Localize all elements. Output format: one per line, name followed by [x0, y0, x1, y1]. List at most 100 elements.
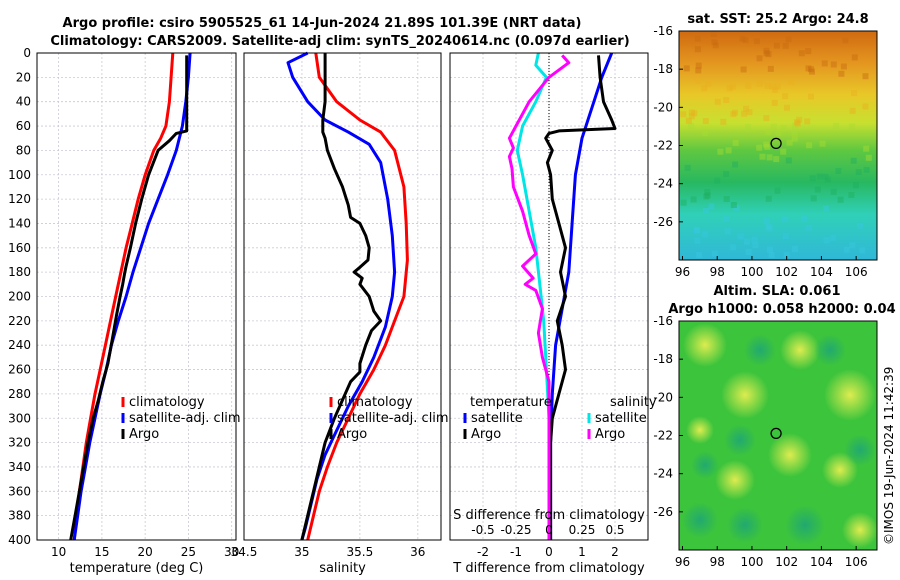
legend-entry: climatology [129, 395, 205, 410]
y-tick-label: 60 [16, 119, 31, 133]
x2-axis-label: S difference from climatology [453, 508, 645, 523]
sla-high-patch [842, 512, 878, 548]
sst-map-background [679, 31, 877, 260]
sst-cell [708, 203, 715, 210]
sla-map-title-line2: Argo h1000: 0.058 h2000: 0.04 [668, 302, 895, 317]
y-tick-label: 300 [8, 411, 31, 425]
sst-cell [732, 109, 738, 116]
sst-cell [756, 80, 763, 87]
sst-cell [740, 66, 747, 73]
sst-cell [771, 99, 778, 106]
series-line-climatology [306, 52, 409, 541]
sst-cell [733, 205, 740, 212]
sst-cell [704, 189, 711, 196]
sst-cell [746, 109, 753, 116]
sst-cell [720, 118, 727, 125]
sst-cell [756, 144, 763, 151]
sst-cell [723, 97, 730, 103]
legend-entry: Argo [337, 427, 367, 442]
sst-cell [837, 196, 844, 203]
sst-cell [782, 233, 789, 240]
x2-tick-label: 0.5 [605, 523, 624, 537]
sst-cell [766, 225, 773, 232]
x2-tick-label: 0.25 [569, 523, 596, 537]
x-tick-label: 35 [294, 545, 309, 559]
sla-low-patch [785, 505, 825, 545]
sst-cell [739, 35, 746, 42]
sst-cell [785, 36, 792, 43]
sst-cell [759, 153, 766, 160]
x-tick-label: 0 [545, 545, 553, 559]
sst-cell [792, 246, 798, 253]
sst-cell [683, 65, 690, 72]
sst-cell [714, 177, 721, 184]
sst-map-texture [680, 31, 872, 258]
sst-cell [763, 218, 770, 224]
map-y-tick-label: -26 [653, 215, 673, 229]
map-y-tick-label: -18 [653, 352, 673, 366]
y-tick-label: 360 [8, 484, 31, 498]
sst-cell [768, 251, 775, 258]
x-tick-label: -1 [510, 545, 522, 559]
sst-cell [703, 193, 710, 200]
sst-cell [808, 93, 814, 100]
sst-cell [729, 83, 736, 90]
x-tick-label: 20 [138, 545, 153, 559]
sst-cell [810, 195, 817, 202]
x-axis-label: temperature (deg C) [70, 561, 204, 576]
map-x-tick-label: 96 [675, 555, 690, 569]
sst-cell [794, 120, 801, 127]
sst-cell [764, 143, 771, 150]
sst-cell [723, 171, 730, 177]
x-tick-label: 10 [51, 545, 66, 559]
sst-cell [819, 140, 826, 147]
sst-cell [816, 173, 823, 180]
sst-cell [805, 65, 812, 72]
map-y-tick-label: -16 [653, 314, 673, 328]
sst-cell [743, 238, 750, 245]
sla-high-patch [683, 323, 727, 367]
sst-cell [798, 50, 805, 57]
sst-cell [830, 188, 837, 195]
sla-high-patch [824, 369, 876, 421]
sst-cell [849, 107, 856, 114]
argo-position-marker [770, 427, 782, 440]
sst-cell [711, 39, 718, 46]
y-tick-label: 100 [8, 168, 31, 182]
sst-cell [763, 115, 770, 122]
sst-cell [765, 195, 772, 202]
sst-cell [737, 233, 744, 240]
sla-low-patch [844, 434, 876, 466]
sst-cell [742, 37, 749, 44]
temperature-panel: 10 15 20 25 30020406080100120140160180200220… [8, 46, 241, 576]
y-tick-label: 120 [8, 192, 31, 206]
sst-cell [796, 116, 803, 123]
y-tick-label: 0 [23, 46, 31, 60]
sla-high-patch [686, 416, 714, 444]
sst-cell [725, 147, 732, 154]
sst-cell [830, 235, 837, 241]
x-tick-label: 35.5 [347, 545, 374, 559]
sst-cell [774, 83, 781, 90]
sla-map-panel: Altim. SLA: 0.061 Argo h1000: 0.058 h200… [653, 284, 895, 569]
map-y-tick-label: -24 [653, 467, 673, 481]
sst-cell [865, 154, 872, 161]
sst-cell [730, 244, 737, 251]
legend-entry: satellite-adj. clim [129, 411, 241, 426]
sst-cell [684, 164, 691, 171]
figure-title-line1: Argo profile: csiro 5905525_61 14-Jun-20… [63, 16, 582, 31]
sst-cell [851, 90, 858, 96]
y-tick-label: 200 [8, 290, 31, 304]
sst-cell [830, 61, 837, 68]
sst-cell [863, 166, 870, 173]
difference-axes-frame [449, 52, 649, 541]
sst-cell [808, 66, 814, 73]
sst-cell [782, 42, 789, 49]
sst-cell [767, 65, 774, 72]
series-line-satellite-adj-clim [286, 51, 397, 541]
sst-cell [842, 37, 849, 44]
y-tick-label: 280 [8, 387, 31, 401]
y-tick-label: 320 [8, 436, 31, 450]
y-tick-label: 240 [8, 338, 31, 352]
map-x-tick-label: 98 [710, 555, 725, 569]
